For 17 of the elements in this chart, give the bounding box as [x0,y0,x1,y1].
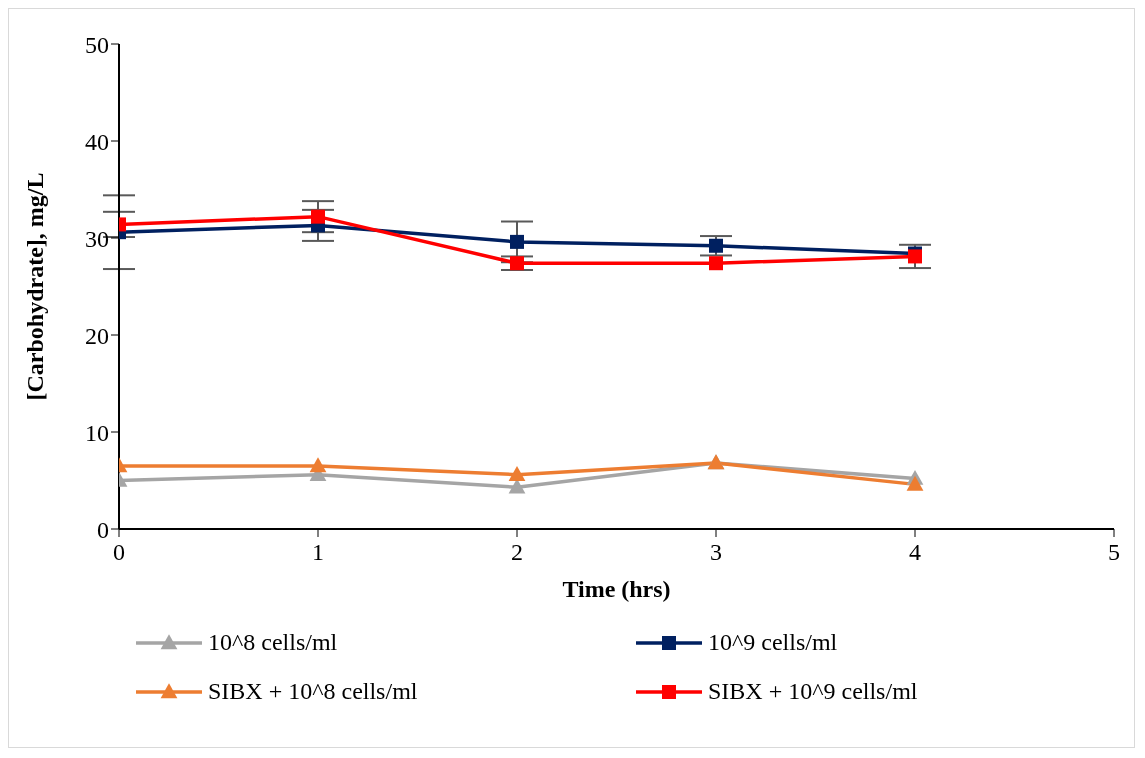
legend-label: SIBX + 10^8 cells/ml [208,678,418,705]
y-tick-label: 50 [85,31,109,58]
x-tick-label: 3 [710,539,722,566]
y-tick-label: 20 [85,322,109,349]
x-tick-label: 5 [1108,539,1120,566]
legend-label: 10^8 cells/ml [208,629,338,656]
x-axis-title: Time (hrs) [562,576,671,602]
y-tick-label: 0 [97,516,109,543]
y-tick-label: 30 [85,225,109,252]
x-tick-label: 1 [312,539,324,566]
y-axis-title: [Carbohydrate], mg/L [21,172,48,401]
x-tick-label: 2 [511,539,523,566]
x-tick-label: 4 [909,539,921,566]
legend-label: SIBX + 10^9 cells/ml [708,678,918,705]
y-tick-label: 40 [85,128,109,155]
legend-label: 10^9 cells/ml [708,629,838,656]
y-tick-label: 10 [85,419,109,446]
